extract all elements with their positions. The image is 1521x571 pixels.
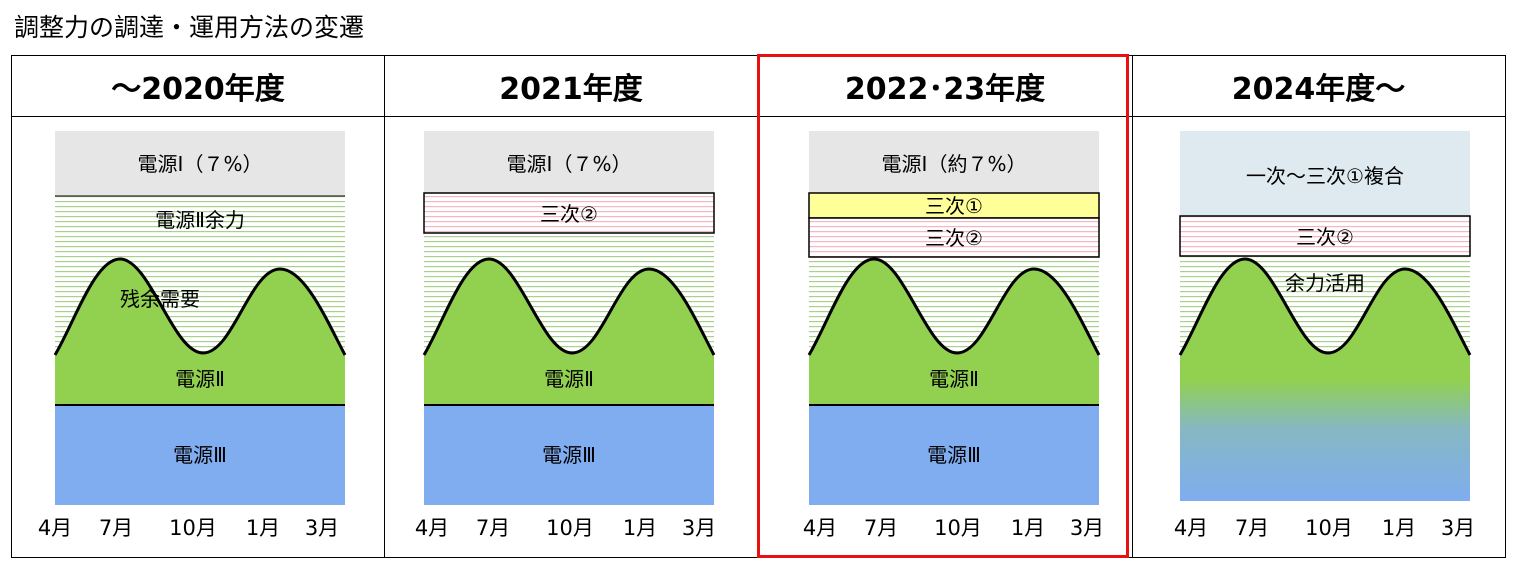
header-2020: ～2020年度 (111, 72, 285, 107)
panel-2022-23-diagram: 電源Ⅰ（約７%） 三次① 三次② 電源Ⅱ 電源Ⅲ (807, 131, 1101, 505)
base-block (55, 405, 345, 505)
residual-demand-label: 残余需要 (120, 287, 200, 311)
column-divider (1132, 56, 1133, 557)
tertiary2-block (808, 217, 1100, 258)
month-label: 3月 (304, 516, 340, 540)
month-label: 1月 (245, 516, 281, 540)
month-label: 3月 (1440, 516, 1476, 540)
demand-area (1180, 259, 1470, 501)
month-label: 7月 (98, 516, 134, 540)
top-block (424, 131, 714, 193)
header-2024: 2024年度～ (1231, 72, 1406, 107)
blue-block-label: 電源Ⅲ (542, 443, 596, 467)
upper-block-label: 電源Ⅱ余力 (155, 208, 245, 232)
demand-area (809, 259, 1099, 406)
month-label: 3月 (1069, 516, 1105, 540)
tertiary2-label: 三次② (1296, 225, 1354, 249)
month-label: 10月 (169, 516, 217, 540)
demand-area (55, 259, 345, 406)
tertiary2-label: 三次② (925, 226, 983, 250)
tertiary2-label: 三次② (540, 202, 598, 226)
top-block-label: 一次～三次①複合 (1246, 164, 1404, 188)
blue-block-label: 電源Ⅲ (927, 443, 981, 467)
demand-curve (422, 257, 716, 356)
top-block-label: 電源Ⅰ（約７%） (882, 152, 1027, 176)
month-label: 4月 (37, 516, 73, 540)
tertiary1-label: 三次① (925, 194, 983, 218)
top-block-label: 電源Ⅰ（７%） (138, 152, 263, 176)
green-block-label: 電源Ⅱ (929, 367, 979, 391)
month-label: 10月 (1305, 516, 1353, 540)
month-label: 1月 (1010, 516, 1046, 540)
top-block-label: 電源Ⅰ（７%） (507, 152, 632, 176)
panel-2021-diagram: 電源Ⅰ（７%） 三次② 電源Ⅱ 電源Ⅲ (422, 131, 716, 505)
month-label: 7月 (475, 516, 511, 540)
header-2021: 2021年度 (499, 72, 643, 107)
base-block (809, 405, 1099, 505)
month-label: 10月 (546, 516, 594, 540)
month-label: 7月 (1234, 516, 1270, 540)
month-label: 1月 (1381, 516, 1417, 540)
top-block (55, 131, 345, 196)
top-block (809, 131, 1099, 193)
page-title: 調整力の調達・運用方法の変遷 (14, 13, 365, 42)
reserve-usage-label: 余力活用 (1285, 271, 1365, 295)
top-block (1180, 131, 1470, 216)
month-label: 4月 (802, 516, 838, 540)
month-label: 7月 (863, 516, 899, 540)
month-label: 10月 (934, 516, 982, 540)
comparison-table: ～2020年度 2021年度 2022･23年度 2024年度～ (11, 55, 1506, 558)
column-divider (758, 56, 759, 557)
green-block-label: 電源Ⅱ (175, 367, 225, 391)
panel-2020-diagram: 電源Ⅰ（７%） 電源Ⅱ余力 残余需要 電源Ⅱ 電源Ⅲ (53, 131, 347, 505)
demand-curve (807, 257, 1101, 356)
base-block (424, 405, 714, 505)
month-label: 4月 (1173, 516, 1209, 540)
header-divider (12, 116, 1505, 117)
header-2022-23: 2022･23年度 (844, 72, 1046, 107)
tertiary2-block (423, 192, 715, 234)
green-block-label: 電源Ⅱ (544, 367, 594, 391)
month-label: 4月 (414, 516, 450, 540)
month-label: 3月 (681, 516, 717, 540)
panel-2024-diagram: 一次～三次①複合 三次② 余力活用 (1178, 131, 1472, 501)
column-divider (384, 56, 385, 557)
tertiary2-block (1179, 215, 1471, 257)
demand-area (424, 259, 714, 406)
demand-curve (1178, 257, 1472, 356)
month-label: 1月 (622, 516, 658, 540)
blue-block-label: 電源Ⅲ (173, 443, 227, 467)
demand-curve (53, 257, 347, 356)
